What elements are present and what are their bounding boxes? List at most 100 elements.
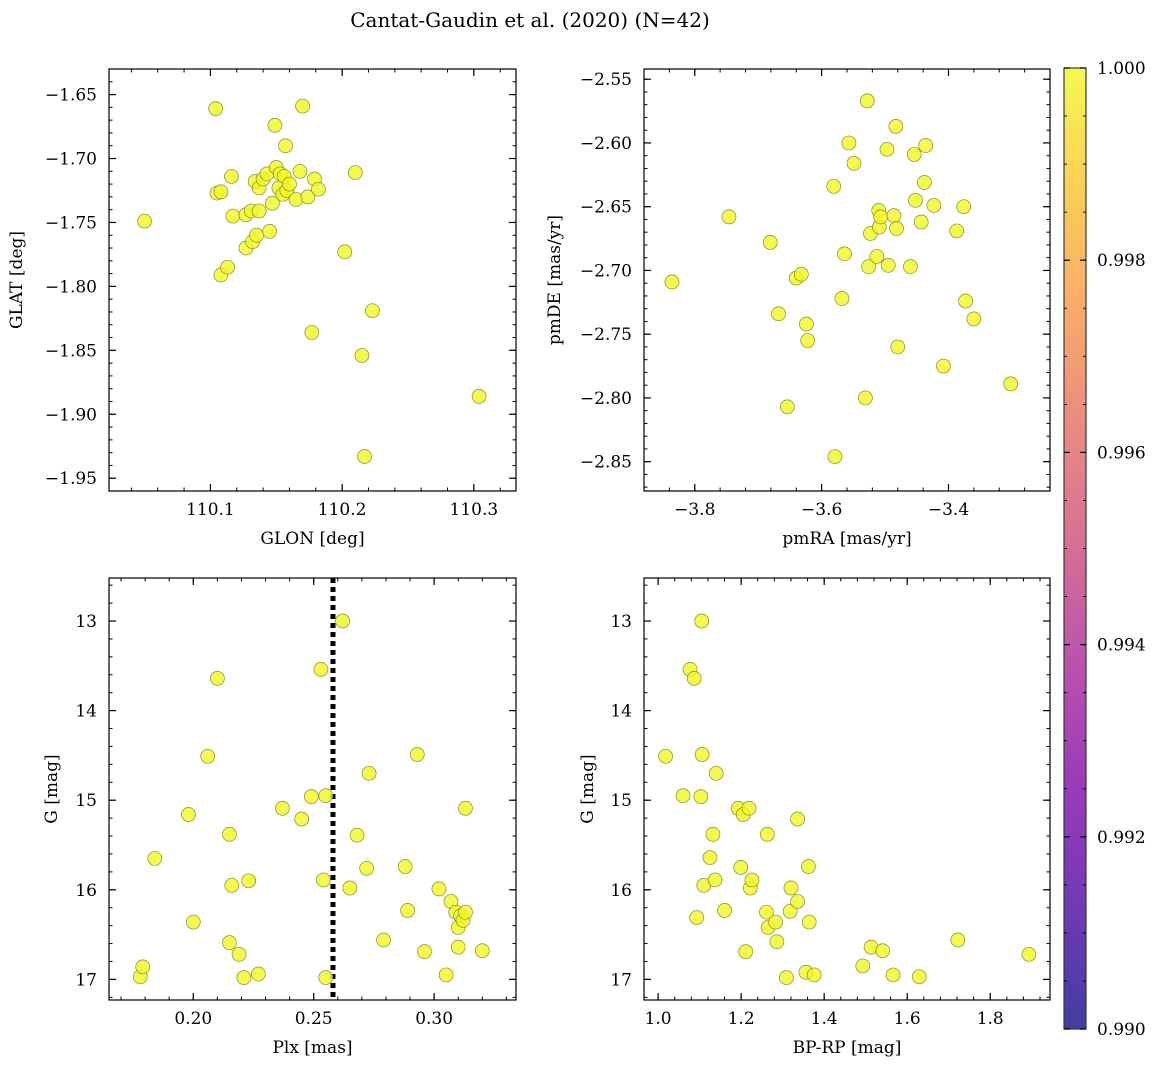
data-point bbox=[275, 800, 290, 816]
y-tick-label: −2.55 bbox=[580, 70, 632, 90]
x-tick-label: −3.6 bbox=[801, 500, 842, 520]
data-point bbox=[282, 176, 297, 192]
panel-1: 110.1 110.2 110.3 −1.65 −1.70 −1.75 −1.80 −1.85… bbox=[7, 68, 517, 549]
data-point bbox=[689, 910, 705, 925]
data-point bbox=[686, 670, 702, 686]
data-point bbox=[658, 748, 673, 764]
data-point bbox=[741, 800, 757, 816]
data-point bbox=[300, 189, 316, 205]
data-point bbox=[249, 227, 264, 243]
data-point bbox=[318, 970, 334, 985]
data-point bbox=[278, 138, 293, 154]
x-tick-label: 1.2 bbox=[728, 1009, 755, 1029]
data-point bbox=[790, 811, 805, 827]
axes-frame bbox=[108, 68, 517, 492]
data-point bbox=[707, 872, 723, 888]
y-tick-label: −1.80 bbox=[45, 277, 97, 297]
data-point bbox=[936, 358, 951, 374]
data-point bbox=[318, 788, 334, 804]
data-point bbox=[782, 903, 798, 919]
data-point bbox=[376, 932, 391, 948]
plot-area bbox=[109, 578, 516, 1000]
data-point bbox=[137, 213, 152, 229]
data-point bbox=[694, 747, 710, 762]
y-tick-label: −1.85 bbox=[45, 341, 97, 361]
data-point bbox=[888, 119, 904, 134]
data-point bbox=[769, 934, 785, 950]
data-point bbox=[1021, 946, 1037, 962]
y-axis-label: G [mag] bbox=[42, 754, 62, 823]
data-point bbox=[147, 851, 163, 866]
data-point bbox=[958, 293, 973, 309]
y-tick-label: 15 bbox=[75, 791, 97, 811]
data-point bbox=[347, 165, 363, 180]
data-point bbox=[873, 209, 888, 225]
data-point bbox=[304, 325, 320, 340]
data-point bbox=[762, 235, 778, 250]
y-tick-label: −2.60 bbox=[580, 134, 632, 154]
data-point bbox=[911, 969, 927, 985]
y-tick-label: −1.65 bbox=[45, 86, 97, 106]
data-point bbox=[806, 967, 822, 983]
data-point bbox=[918, 138, 934, 153]
data-point bbox=[950, 932, 966, 948]
data-point bbox=[846, 155, 862, 171]
data-point bbox=[397, 859, 413, 874]
y-tick-label: −2.65 bbox=[580, 198, 632, 218]
data-point bbox=[861, 259, 876, 274]
data-point bbox=[450, 939, 466, 955]
data-point bbox=[311, 181, 326, 197]
data-point bbox=[224, 877, 240, 893]
y-tick-label: 16 bbox=[75, 881, 97, 901]
data-point bbox=[267, 117, 283, 133]
panel-2: −3.8 −3.6 −3.4 −2.55 −2.60 −2.65 −2.70 −2.75 −2.… bbox=[545, 68, 1051, 549]
y-tick-label: 16 bbox=[610, 881, 632, 901]
panel-3: 0.20 0.25 0.30 13 14 15 16 17 Plx [mas] G [mag] bbox=[42, 577, 517, 1058]
x-tick-label: 1.0 bbox=[645, 1009, 672, 1029]
colorbar-tick-label: 0.992 bbox=[1097, 828, 1146, 848]
data-point bbox=[826, 178, 842, 194]
x-tick-label: −3.4 bbox=[928, 500, 969, 520]
x-tick-label: 110.2 bbox=[318, 500, 367, 520]
data-point bbox=[880, 257, 896, 273]
data-point bbox=[213, 184, 229, 200]
y-axis-label: pmDE [mas/yr] bbox=[545, 215, 565, 345]
data-point bbox=[858, 390, 873, 406]
data-point bbox=[222, 826, 237, 842]
data-point bbox=[889, 221, 904, 236]
data-point bbox=[181, 807, 196, 822]
data-point bbox=[801, 914, 817, 930]
data-point bbox=[834, 291, 850, 306]
x-axis-label: Plx [mas] bbox=[272, 1038, 352, 1058]
data-point bbox=[250, 966, 266, 982]
data-point bbox=[906, 147, 922, 162]
data-point bbox=[210, 670, 225, 686]
data-point bbox=[855, 958, 871, 974]
data-point bbox=[292, 163, 308, 179]
data-point bbox=[744, 872, 760, 888]
y-tick-label: 14 bbox=[610, 702, 632, 722]
data-point bbox=[675, 788, 691, 804]
data-point bbox=[335, 613, 350, 629]
panel-4: 1.0 1.2 1.4 1.6 1.8 13 14 15 16 17 BP-RP [mag] G [m… bbox=[578, 577, 1051, 1058]
colorbar-tick-label: 1.000 bbox=[1097, 59, 1146, 79]
data-point bbox=[262, 224, 278, 239]
data-point bbox=[251, 203, 267, 219]
plot-area bbox=[109, 69, 516, 491]
data-point bbox=[869, 249, 885, 264]
data-point bbox=[693, 789, 709, 804]
data-point bbox=[890, 339, 906, 355]
data-point bbox=[903, 259, 918, 274]
data-point bbox=[222, 935, 237, 951]
data-point bbox=[303, 789, 319, 804]
data-point bbox=[779, 970, 794, 985]
x-tick-label: 0.25 bbox=[295, 1009, 333, 1029]
data-point bbox=[879, 141, 895, 157]
data-point bbox=[264, 195, 280, 211]
data-point bbox=[875, 943, 891, 959]
colorbar-tick-label: 0.998 bbox=[1097, 251, 1146, 271]
y-tick-label: −2.85 bbox=[580, 453, 632, 473]
data-point bbox=[431, 881, 447, 897]
panels: 110.1 110.2 110.3 −1.65 −1.70 −1.75 −1.80 −1.85… bbox=[7, 68, 1051, 1058]
data-point bbox=[926, 198, 942, 213]
